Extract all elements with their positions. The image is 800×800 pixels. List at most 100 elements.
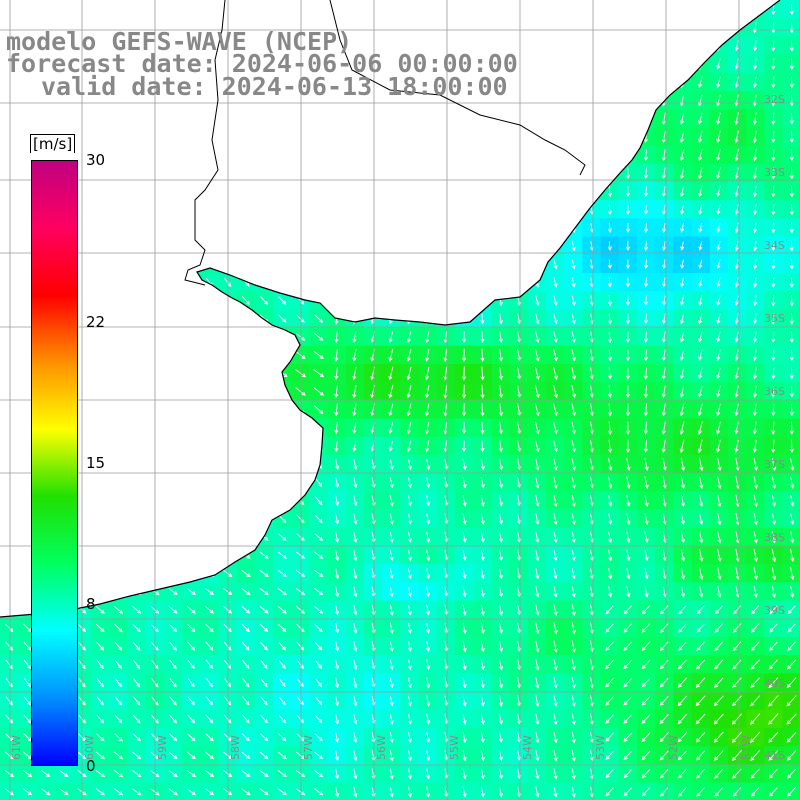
wind-arrow [498,421,504,435]
wind-arrow [659,732,669,743]
wind-arrow [716,421,721,435]
wind-arrow [771,585,777,598]
wind-arrow [571,458,576,471]
wind-arrow [641,605,651,615]
wind-arrow [571,385,577,399]
wind-arrow [608,458,613,472]
wind-arrow [661,112,666,125]
wind-speed-cell [109,782,128,800]
wind-arrow [716,259,721,270]
wind-arrow [625,259,630,270]
wind-arrow [750,731,761,744]
wind-arrow [771,185,776,198]
wind-arrow [607,331,613,344]
wind-arrow [296,605,306,614]
wind-arrow [553,713,558,725]
wind-arrow [426,458,431,471]
wind-arrow [535,313,540,325]
wind-arrow [205,660,213,670]
wind-arrow [315,678,322,688]
wind-arrow [644,513,649,526]
longitude-labels: 61W 60W 59W 58W 57W 56W 55W 54W 53W 52W 51W [10,735,753,760]
wind-arrow [626,513,631,525]
wind-arrow [734,112,739,126]
wind-arrow [480,495,485,507]
wind-arrow [352,403,357,417]
wind-arrow [462,458,467,471]
wind-arrow [242,678,250,688]
wind-arrow [679,148,685,162]
wind-arrow [132,770,142,778]
wind-arrow [786,695,797,707]
wind-arrow [335,732,340,743]
wind-arrow [571,695,576,707]
coastline [0,0,781,618]
wind-arrow [607,367,613,380]
wind-arrow [480,731,485,744]
wind-speed-cell [36,782,56,800]
wind-arrow [752,130,757,144]
wind-arrow [314,642,323,651]
wind-arrow [277,770,287,778]
wind-arrow [644,586,649,598]
wind-arrow [498,750,503,762]
wind-arrow [752,295,758,307]
wind-arrow [498,366,504,381]
wind-arrow [661,167,666,180]
wind-arrow [698,241,703,251]
country-border [329,0,586,176]
wind-arrow [571,731,576,744]
wind-arrow [571,476,576,489]
wind-arrow [790,531,795,544]
wind-arrow [168,733,178,742]
wind-arrow [790,585,795,598]
wind-arrow [699,476,704,490]
wind-arrow [732,768,742,779]
wind-arrow [187,696,195,706]
wind-arrow [296,314,305,323]
wind-arrow [734,204,739,216]
wind-arrow [607,277,612,288]
wind-arrow [315,660,323,669]
wind-arrow [553,604,558,617]
wind-arrow [535,549,540,562]
wind-arrow [535,476,540,489]
wind-arrow [734,148,739,162]
wind-arrow [644,458,649,472]
wind-arrow [752,439,757,453]
wind-arrow [571,513,576,525]
wind-arrow [96,714,105,724]
wind-arrow [242,714,250,724]
wind-arrow [661,331,666,343]
wind-arrow [4,788,14,796]
wind-arrow [752,222,758,234]
wind-arrow [643,439,648,453]
wind-arrow [407,458,413,471]
wind-arrow [771,313,776,325]
wind-arrow [407,659,412,671]
wind-arrow [187,660,195,670]
wind-arrow [425,348,430,362]
wind-arrow [498,695,504,707]
wind-arrow [132,641,141,651]
wind-arrow [426,768,431,780]
wind-arrow [571,713,576,726]
wind-arrow [698,277,703,288]
wind-arrow [22,769,33,778]
valid-date: valid date: 2024-06-13 18:00:00 [41,72,508,101]
wind-arrow [697,421,703,435]
wind-arrow [695,713,706,725]
wind-arrow [605,659,614,670]
wind-arrow [443,348,448,362]
wind-arrow [734,222,739,234]
colorbar-tick-label: 30 [86,151,106,169]
wind-arrow [353,549,358,562]
wind-arrow [388,348,394,362]
wind-arrow [716,241,721,252]
wind-speed-cell [782,491,800,511]
wind-arrow [771,130,776,144]
wind-arrow [114,605,123,614]
wind-arrow [789,4,794,16]
wind-arrow [168,788,178,796]
wind-arrow [223,714,232,724]
